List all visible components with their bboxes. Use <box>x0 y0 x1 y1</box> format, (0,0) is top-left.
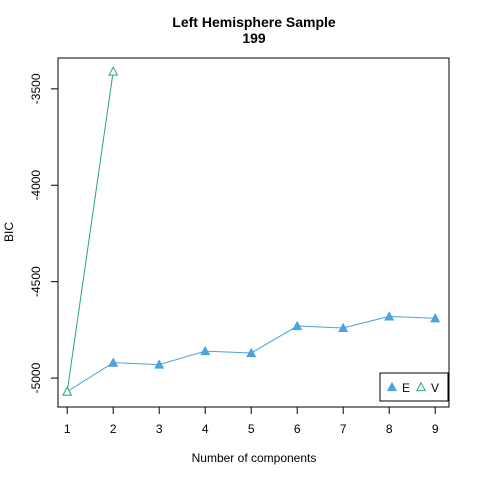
x-tick-label-6: 6 <box>294 422 301 436</box>
x-tick-label-9: 9 <box>432 422 439 436</box>
chart-title-line-1: Left Hemisphere Sample <box>172 14 336 30</box>
y-axis: -5000 -4500 -4000 -3500 <box>29 73 58 393</box>
plot-frame <box>57 57 450 408</box>
legend-label-e: E <box>402 381 410 395</box>
legend-marker-e <box>386 381 398 392</box>
data-point-e-7 <box>338 322 349 333</box>
legend: E V <box>379 372 449 402</box>
x-tick-label-2: 2 <box>110 422 117 436</box>
data-point-e-3 <box>154 359 165 369</box>
y-axis-label: BIC <box>2 222 16 242</box>
data-point-v-1 <box>62 386 73 396</box>
legend-marker-v <box>415 381 427 392</box>
x-tick-label-8: 8 <box>386 422 393 436</box>
x-tick-label-4: 4 <box>202 422 209 436</box>
data-point-e-9 <box>430 313 441 323</box>
data-point-e-8 <box>384 311 395 321</box>
data-point-e-2 <box>108 357 119 367</box>
x-axis-label: Number of components <box>192 451 317 465</box>
data-point-e-4 <box>200 345 211 356</box>
data-point-v-2 <box>108 66 119 76</box>
data-point-e-5 <box>246 347 257 358</box>
x-tick-label-1: 1 <box>64 422 71 436</box>
x-tick-label-7: 7 <box>340 422 347 436</box>
y-tick-label--4500: -4500 <box>29 266 43 297</box>
x-tick-label-5: 5 <box>248 422 255 436</box>
data-point-e-6 <box>292 320 303 331</box>
series-layer <box>62 66 441 396</box>
y-tick-label--3500: -3500 <box>29 73 43 104</box>
chart-title-line-2: 199 <box>242 30 266 46</box>
series-line-v <box>66 71 114 392</box>
legend-label-v: V <box>431 381 439 395</box>
x-axis: 1 2 3 4 5 6 7 8 9 <box>64 407 439 436</box>
y-tick-label--4000: -4000 <box>29 170 43 201</box>
y-tick-label--5000: -5000 <box>29 362 43 393</box>
x-tick-label-3: 3 <box>156 422 163 436</box>
